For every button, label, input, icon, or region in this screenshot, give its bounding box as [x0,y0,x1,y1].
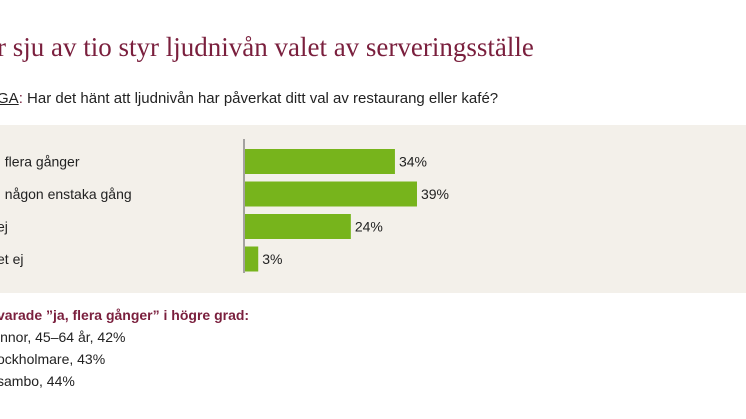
note-item: innor, 45–64 år, 42% [0,329,126,345]
bar-value-label: 3% [262,251,282,267]
note-item: sambo, 44% [0,373,75,389]
bar [245,181,417,207]
category-label: , någon enstaka gång [0,186,132,202]
chart-panel: 34% , flera gånger 39% , någon enstaka gång… [0,125,746,293]
bar [245,214,351,239]
category-label: et ej [0,251,23,267]
bar [245,149,395,174]
question-label: GA [0,90,19,107]
bar-value-label: 34% [399,154,427,170]
bar-chart: 34% , flera gånger 39% , någon enstaka gång… [0,139,449,273]
notes-heading: varade ”ja, flera gånger” i högre grad: [0,307,250,323]
category-label: , flera gånger [0,154,80,170]
chart-title: r sju av tio styr ljudnivån valet av ser… [0,32,534,62]
question: GA: Har det hänt att ljudnivån har påver… [0,90,498,107]
note-item: ockholmare, 43% [0,351,106,367]
bar [245,246,259,272]
question-colon: : [18,90,23,107]
notes: varade ”ja, flera gånger” i högre grad: … [0,304,249,392]
question-text: Har det hänt att ljudnivån har påverkat … [22,90,499,107]
bar-value-label: 24% [355,219,383,235]
category-label: ej [0,219,8,235]
bar-value-label: 39% [421,186,449,202]
